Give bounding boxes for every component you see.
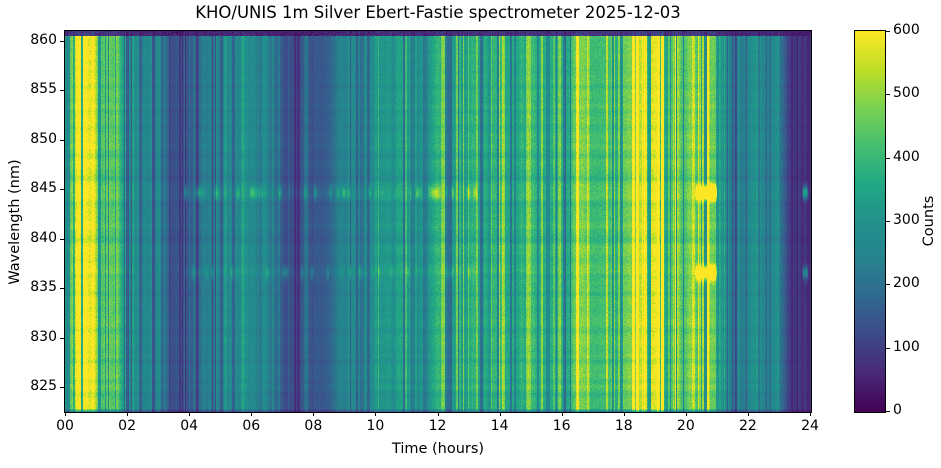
x-tick-label: 14 <box>490 418 509 434</box>
x-tick-label: 24 <box>801 418 819 434</box>
y-tick-mark <box>60 90 64 92</box>
colorbar-label: Counts <box>921 195 937 247</box>
x-tick-label: 12 <box>428 418 447 434</box>
y-axis-label: Wavelength (nm) <box>7 159 23 285</box>
colorbar-tick-mark <box>886 411 890 412</box>
y-tick-label: 850 <box>30 130 57 147</box>
x-tick-mark <box>375 412 377 416</box>
x-tick-mark <box>65 412 66 416</box>
y-tick-label: 835 <box>30 279 57 296</box>
x-tick-mark <box>747 412 749 416</box>
x-tick-label: 16 <box>552 418 571 434</box>
x-tick-label: 10 <box>366 418 385 434</box>
x-tick-label: 22 <box>738 418 757 434</box>
colorbar-tick-mark <box>886 221 890 222</box>
y-tick-mark <box>60 40 64 42</box>
y-tick-label: 825 <box>30 378 57 395</box>
y-tick-label: 840 <box>30 229 57 246</box>
chart-title: KHO/UNIS 1m Silver Ebert-Fastie spectrom… <box>195 3 681 22</box>
colorbar-tick-mark <box>886 31 890 32</box>
y-tick-mark <box>60 238 64 240</box>
x-tick-label: 18 <box>614 418 633 434</box>
x-tick-label: 20 <box>676 418 695 434</box>
x-tick-label: 04 <box>180 418 199 434</box>
colorbar-tick-mark <box>886 284 890 286</box>
colorbar-tick-label: 300 <box>893 212 920 228</box>
y-tick-mark <box>60 387 64 389</box>
y-tick-label: 845 <box>30 180 57 197</box>
x-tick-mark <box>437 412 439 416</box>
x-tick-mark <box>127 412 129 416</box>
x-tick-label: 02 <box>118 418 136 434</box>
x-tick-mark <box>499 412 501 416</box>
colorbar-tick-label: 200 <box>893 275 920 292</box>
y-tick-label: 855 <box>30 81 57 98</box>
colorbar-tick-label: 400 <box>893 148 920 165</box>
x-tick-label: 00 <box>56 418 74 434</box>
x-tick-mark <box>623 412 625 416</box>
x-tick-mark <box>313 412 315 416</box>
x-tick-mark <box>189 412 191 416</box>
x-tick-mark <box>685 412 687 416</box>
x-tick-label: 06 <box>242 418 261 434</box>
colorbar-tick-label: 0 <box>893 402 902 418</box>
x-tick-label: 08 <box>304 418 323 434</box>
colorbar-tick-label: 500 <box>893 85 920 102</box>
x-tick-mark <box>251 412 253 416</box>
x-axis-label: Time (hours) <box>391 441 485 457</box>
colorbar-tick-label: 100 <box>893 338 920 355</box>
y-tick-mark <box>60 139 64 141</box>
colorbar-tick-mark <box>886 94 890 96</box>
y-tick-label: 860 <box>30 31 57 48</box>
colorbar-tick-mark <box>886 157 890 159</box>
y-tick-mark <box>60 337 64 339</box>
colorbar-tick-label: 600 <box>893 22 920 38</box>
colorbar-tick-mark <box>886 347 890 349</box>
x-tick-mark <box>810 412 811 416</box>
y-tick-mark <box>60 288 64 290</box>
x-tick-mark <box>561 412 563 416</box>
y-tick-mark <box>60 189 64 191</box>
y-tick-label: 830 <box>30 328 57 345</box>
colorbar <box>854 30 886 413</box>
heatmap-plot <box>64 30 812 413</box>
